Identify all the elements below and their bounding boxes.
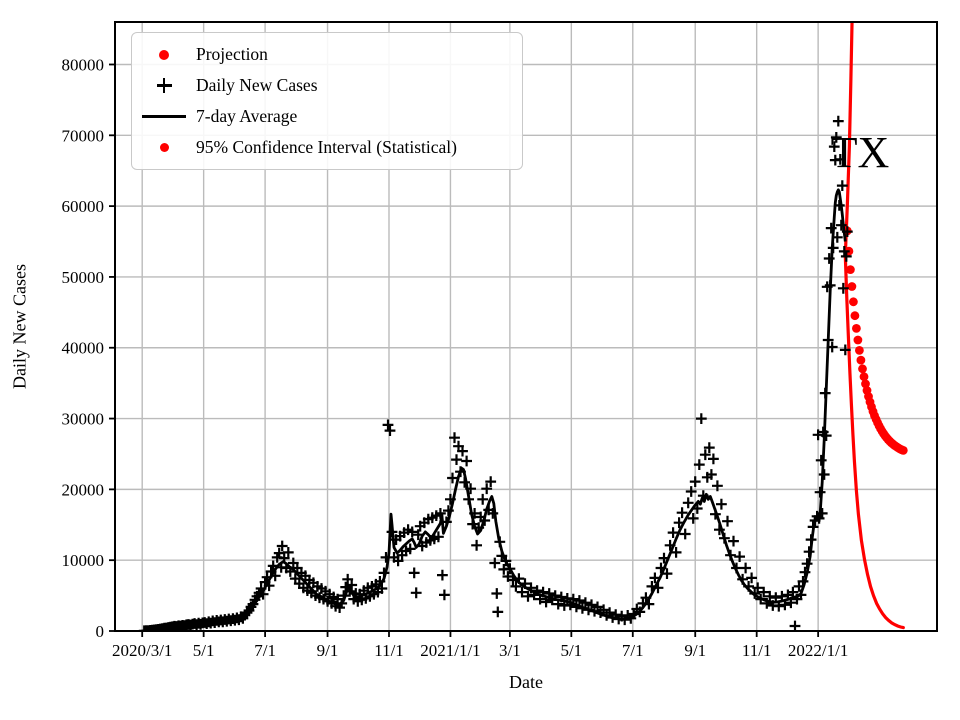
tx-annotation: TX bbox=[830, 128, 890, 177]
x-tick-label: 2022/1/1 bbox=[788, 641, 848, 660]
y-tick-label: 20000 bbox=[62, 480, 105, 499]
x-tick-label: 9/1 bbox=[684, 641, 706, 660]
legend-label: Projection bbox=[196, 43, 268, 64]
projection-dot bbox=[855, 346, 864, 355]
y-tick-label: 0 bbox=[96, 622, 105, 641]
legend-label: 95% Confidence Interval (Statistical) bbox=[196, 136, 457, 157]
legend-label: 7-day Average bbox=[196, 105, 298, 126]
ci-lower-line bbox=[843, 254, 905, 630]
projection-dot bbox=[859, 372, 869, 382]
y-tick-label: 80000 bbox=[62, 55, 105, 74]
projection-dot bbox=[858, 364, 867, 374]
legend-label: Daily New Cases bbox=[196, 74, 318, 95]
x-tick-label: 5/1 bbox=[560, 641, 582, 660]
seven-day-average-line bbox=[142, 188, 847, 631]
ci-upper-line bbox=[843, 22, 854, 258]
projection-dot bbox=[898, 446, 908, 455]
legend-item-projection: Projection bbox=[132, 39, 522, 70]
legend-item-confidence-interval: 95% Confidence Interval (Statistical) bbox=[132, 132, 522, 163]
y-tick-label: 60000 bbox=[62, 197, 105, 216]
data-layer bbox=[138, 22, 908, 631]
y-tick-label: 30000 bbox=[62, 410, 105, 429]
x-tick-label: 2020/3/1 bbox=[112, 641, 172, 660]
projection-dot bbox=[849, 297, 858, 307]
projection-dot-icon bbox=[159, 49, 169, 60]
line-marker-icon bbox=[142, 114, 186, 119]
x-tick-label: 3/1 bbox=[499, 641, 521, 660]
x-tick-label: 7/1 bbox=[254, 641, 276, 660]
projection-dot bbox=[856, 355, 866, 365]
x-tick-label: 11/1 bbox=[742, 641, 772, 660]
y-axis-label: Daily New Cases bbox=[9, 264, 30, 389]
y-tick-label: 50000 bbox=[62, 268, 105, 287]
projection-dot bbox=[861, 379, 870, 389]
ci-dot-icon bbox=[159, 143, 169, 152]
projection-dot bbox=[853, 335, 863, 345]
legend-item-7-day-average: 7-day Average bbox=[132, 101, 522, 132]
x-tick-label: 7/1 bbox=[622, 641, 644, 660]
projection-dot bbox=[847, 282, 857, 291]
y-tick-label: 10000 bbox=[62, 551, 105, 570]
x-axis-label: Date bbox=[509, 672, 543, 692]
x-tick-label: 2021/1/1 bbox=[420, 641, 480, 660]
legend-item-daily-new-cases: Daily New Cases bbox=[132, 70, 522, 101]
daily-cases-scatter bbox=[138, 115, 853, 631]
y-tick-label: 40000 bbox=[62, 339, 105, 358]
projection-dot bbox=[850, 311, 860, 321]
projection-dot bbox=[852, 324, 861, 333]
x-tick-label: 11/1 bbox=[374, 641, 404, 660]
plus-marker-icon bbox=[156, 78, 172, 93]
x-tick-label: 5/1 bbox=[193, 641, 215, 660]
x-tick-label: 9/1 bbox=[317, 641, 339, 660]
legend: Projection Daily New Cases 7-day Average… bbox=[131, 32, 523, 170]
projection-dot bbox=[846, 265, 855, 274]
y-tick-label: 70000 bbox=[62, 126, 105, 145]
axes-spines bbox=[114, 21, 938, 632]
